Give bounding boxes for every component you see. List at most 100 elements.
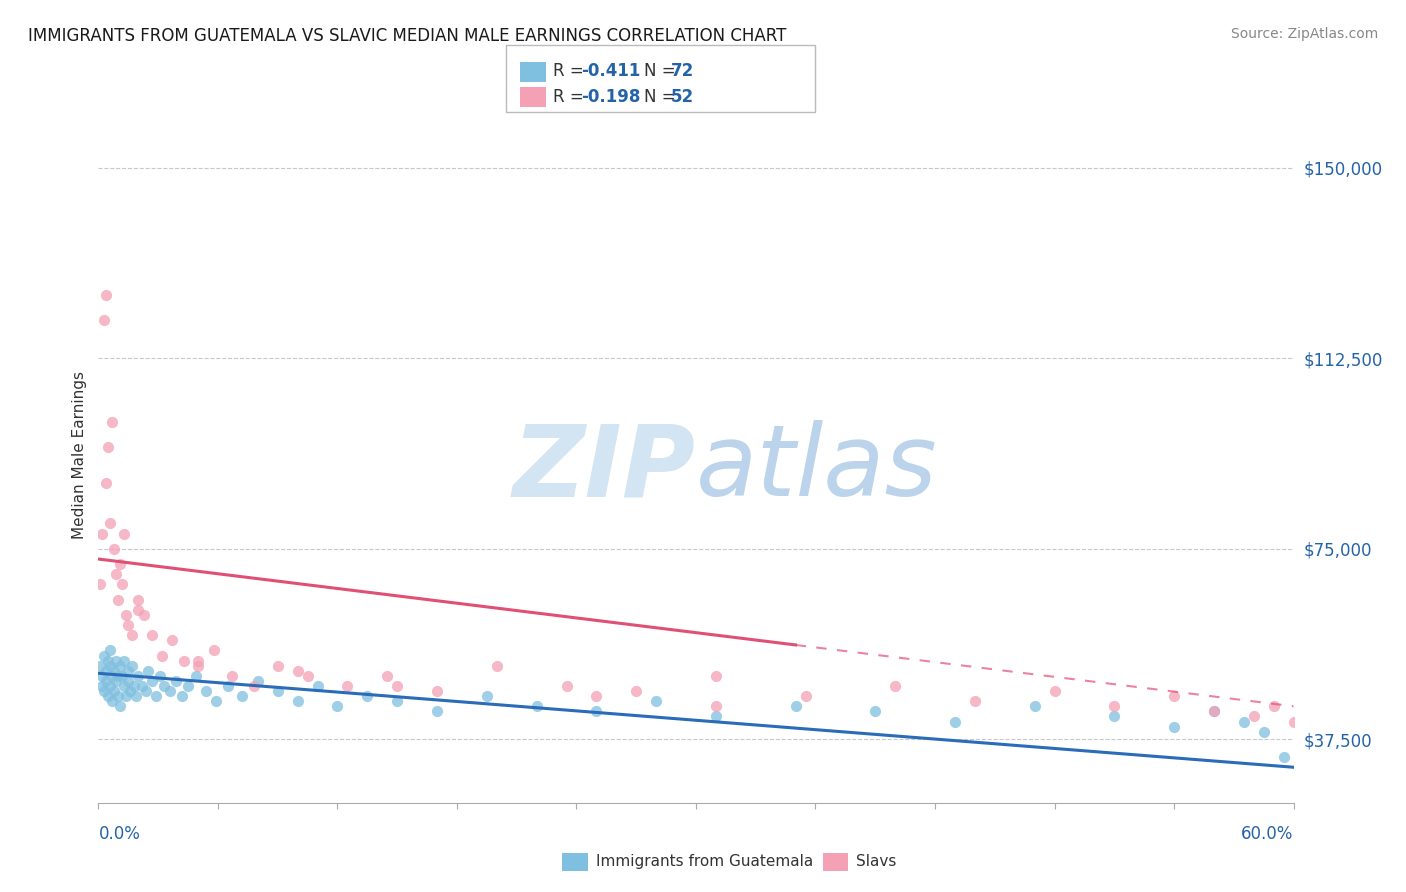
Text: 60.0%: 60.0% (1241, 825, 1294, 843)
Point (101, 694, 124, 708)
Point (98, 658, 122, 673)
Point (121, 658, 143, 673)
Text: N =: N = (644, 62, 681, 80)
Point (117, 618, 139, 632)
Point (93, 313, 115, 327)
Point (202, 643, 225, 657)
Point (165, 673, 187, 688)
Point (385, 679, 409, 693)
Point (145, 689, 167, 703)
Point (863, 705, 886, 719)
Point (336, 679, 359, 693)
Point (526, 699, 548, 714)
Text: -0.198: -0.198 (581, 88, 640, 106)
Point (101, 415, 124, 429)
Point (121, 628, 143, 642)
Point (184, 669, 207, 683)
Point (127, 592, 149, 607)
Text: R =: R = (553, 88, 589, 106)
Point (785, 699, 807, 714)
Point (1163, 720, 1185, 734)
Point (107, 669, 129, 683)
Point (89, 577, 111, 591)
Point (120, 684, 142, 698)
Point (217, 679, 239, 693)
Point (231, 689, 253, 703)
Text: 52: 52 (671, 88, 693, 106)
Point (107, 689, 129, 703)
Point (127, 669, 149, 683)
Point (187, 658, 209, 673)
Point (93, 684, 115, 698)
Point (136, 664, 159, 678)
Point (1202, 705, 1225, 719)
Point (194, 684, 218, 698)
Text: Immigrants from Guatemala: Immigrants from Guatemala (596, 855, 814, 869)
Point (103, 541, 125, 556)
Point (307, 679, 329, 693)
Point (375, 669, 398, 683)
Point (287, 694, 309, 708)
Point (1272, 750, 1295, 764)
Point (1102, 699, 1125, 714)
Point (111, 577, 134, 591)
Point (105, 673, 128, 688)
Point (96, 664, 118, 678)
Point (150, 648, 173, 663)
Point (1263, 699, 1285, 714)
Point (131, 679, 153, 693)
Point (555, 679, 578, 693)
Point (117, 673, 139, 688)
Point (115, 607, 138, 622)
Point (96, 673, 118, 688)
Point (177, 679, 200, 693)
Point (124, 679, 146, 693)
Text: Slavs: Slavs (856, 855, 897, 869)
Text: atlas: atlas (696, 420, 938, 517)
Point (205, 694, 228, 708)
Point (1233, 714, 1256, 729)
Point (117, 664, 139, 678)
Point (485, 658, 508, 673)
Point (1024, 699, 1046, 714)
Point (287, 664, 309, 678)
Point (326, 699, 349, 714)
Point (1253, 724, 1275, 739)
Point (98, 516, 122, 531)
Point (585, 689, 607, 703)
Point (91, 526, 114, 541)
Point (110, 699, 132, 714)
Point (243, 679, 266, 693)
Point (794, 689, 817, 703)
Point (963, 694, 986, 708)
Point (356, 689, 378, 703)
Point (89, 658, 111, 673)
Point (107, 592, 129, 607)
Text: 72: 72 (671, 62, 695, 80)
Point (112, 654, 135, 668)
Point (103, 664, 125, 678)
Point (110, 658, 132, 673)
Point (127, 603, 149, 617)
Point (160, 633, 183, 648)
Text: ZIP: ZIP (513, 420, 696, 517)
Point (187, 654, 209, 668)
Point (943, 714, 966, 729)
Point (159, 684, 181, 698)
Point (426, 705, 449, 719)
Point (221, 669, 243, 683)
Point (1282, 714, 1305, 729)
Point (1202, 705, 1225, 719)
Point (98, 643, 122, 657)
Point (884, 679, 907, 693)
Point (1043, 684, 1066, 698)
Point (125, 689, 148, 703)
Point (91, 679, 114, 693)
Point (153, 679, 176, 693)
Point (96, 475, 118, 490)
Point (475, 689, 498, 703)
Point (112, 679, 135, 693)
Point (105, 654, 128, 668)
Point (97, 689, 120, 703)
Y-axis label: Median Male Earnings: Median Male Earnings (72, 371, 87, 539)
